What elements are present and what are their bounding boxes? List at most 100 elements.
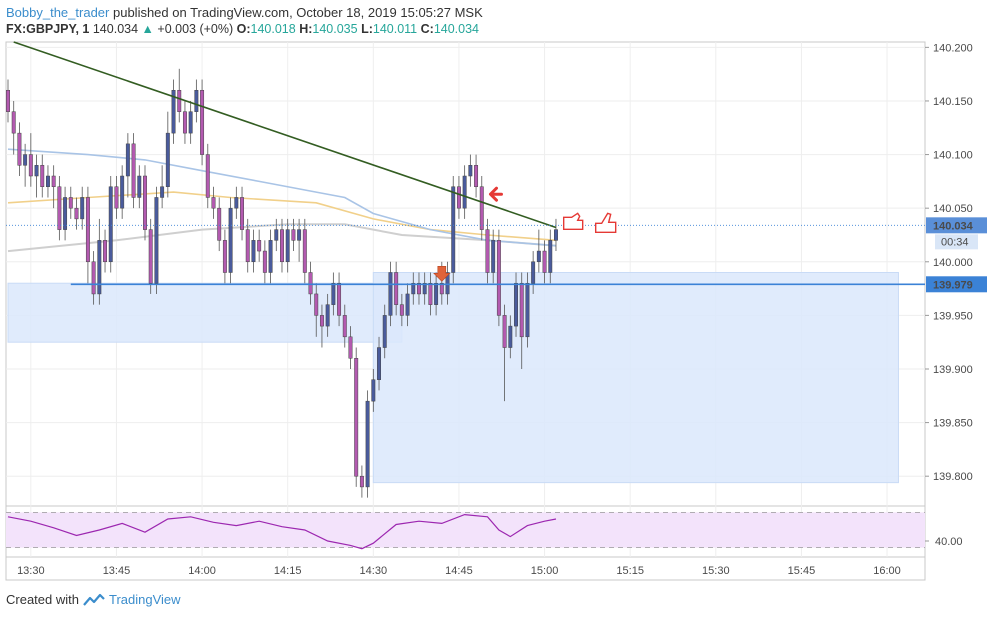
candle-50: [291, 218, 296, 252]
candle-8: [51, 165, 56, 209]
up-triangle-icon: ▲: [141, 22, 154, 36]
candle-7: [45, 165, 50, 198]
high-value: 140.035: [312, 22, 358, 36]
annotation-icons: [433, 186, 617, 282]
candle-body: [325, 304, 330, 327]
left-arrow-icon: [488, 186, 503, 202]
thumbs-up-icon: [594, 212, 617, 234]
candle-6: [40, 154, 45, 198]
candle-body: [245, 229, 250, 263]
change-value: +0.003 (+0%): [157, 22, 234, 36]
highlight-zones: [7, 272, 899, 484]
time-axis[interactable]: 13:30 13:45 14:00 14:15 14:30 14:45 15:00 15:15…: [17, 565, 901, 577]
candle-17: [103, 229, 107, 273]
candle-84: [485, 218, 490, 284]
candle-39: [228, 197, 233, 284]
footer: Created with TradingView: [6, 592, 181, 607]
candle-47: [274, 218, 279, 252]
candle-body: [531, 261, 536, 284]
open-label: O:: [236, 22, 251, 36]
low-label: L:: [361, 22, 373, 36]
candle-9: [57, 176, 62, 241]
candle-body: [103, 240, 107, 263]
candle-body: [211, 197, 216, 209]
candle-5: [34, 154, 39, 198]
y-tick-label-8: 139.800: [933, 471, 973, 483]
candle-22: [131, 133, 136, 209]
candle-74: [428, 272, 433, 316]
candle-body: [434, 282, 439, 305]
author-link[interactable]: Bobby_the_trader: [6, 5, 110, 20]
x-tick-label-7: 15:15: [616, 565, 644, 577]
candle-body: [205, 154, 210, 198]
candle-1: [11, 100, 16, 155]
candle-81: [468, 154, 473, 187]
candle-body: [274, 229, 279, 241]
candle-87: [502, 304, 507, 402]
x-tick-label-8: 15:30: [702, 565, 730, 577]
candle-series: [6, 68, 558, 498]
candle-body: [519, 282, 524, 338]
candle-body: [462, 175, 467, 209]
candle-30: [177, 68, 182, 123]
current-price-label: 140.034: [933, 220, 974, 232]
candle-body: [456, 186, 461, 209]
candle-42: [245, 218, 250, 273]
publish-line: Bobby_the_trader published on TradingVie…: [6, 4, 483, 21]
rsi-band: [6, 512, 925, 548]
candle-body: [194, 89, 199, 112]
candle-59: [342, 304, 347, 348]
candle-24: [143, 165, 147, 241]
candle-79: [456, 176, 461, 219]
candle-body: [114, 186, 119, 209]
candle-body: [411, 282, 416, 295]
high-label: H:: [299, 22, 313, 36]
zone-1: [372, 272, 899, 484]
candle-body: [143, 175, 147, 230]
candle-body: [11, 111, 16, 134]
y-tick-label-7: 139.850: [933, 418, 973, 430]
tradingview-link[interactable]: TradingView: [108, 592, 181, 607]
candle-32: [188, 100, 193, 144]
candle-body: [28, 154, 33, 177]
low-value: 140.011: [372, 22, 418, 36]
candle-15: [91, 251, 96, 305]
candle-body: [388, 272, 393, 316]
candle-57: [331, 272, 336, 316]
candle-body: [382, 315, 387, 348]
trendline: [13, 41, 557, 229]
candle-body: [51, 175, 56, 187]
candle-36: [211, 186, 216, 219]
candle-body: [525, 282, 530, 338]
price-axis[interactable]: 140.200 140.150 140.100 140.050 140.000 139.9…: [925, 42, 987, 548]
x-tick-label-5: 14:45: [445, 565, 473, 577]
candle-body: [331, 282, 336, 305]
symbol-label: FX:GBPJPY, 1: [6, 22, 90, 36]
candle-88: [508, 315, 513, 359]
candle-body: [508, 325, 513, 348]
last-price: 140.034: [92, 22, 139, 36]
candle-49: [285, 218, 290, 273]
candle-26: [154, 186, 159, 294]
candle-body: [120, 175, 125, 209]
candle-body: [68, 197, 73, 209]
candle-body: [451, 186, 456, 273]
candle-77: [445, 261, 450, 305]
candle-body: [85, 197, 90, 263]
candle-31: [182, 100, 187, 144]
candle-72: [417, 272, 421, 305]
candle-53: [308, 261, 313, 305]
candle-body: [74, 207, 79, 220]
candle-body: [91, 261, 96, 295]
candle-35: [205, 143, 210, 209]
candle-body: [182, 111, 187, 134]
candle-13: [80, 186, 85, 230]
candle-body: [536, 250, 541, 263]
candle-body: [291, 229, 296, 241]
candle-60: [348, 326, 353, 369]
rsi-line: [7, 513, 557, 550]
candle-body: [280, 229, 284, 263]
candle-94: [542, 240, 547, 284]
tradingview-logo-icon: [83, 593, 105, 606]
